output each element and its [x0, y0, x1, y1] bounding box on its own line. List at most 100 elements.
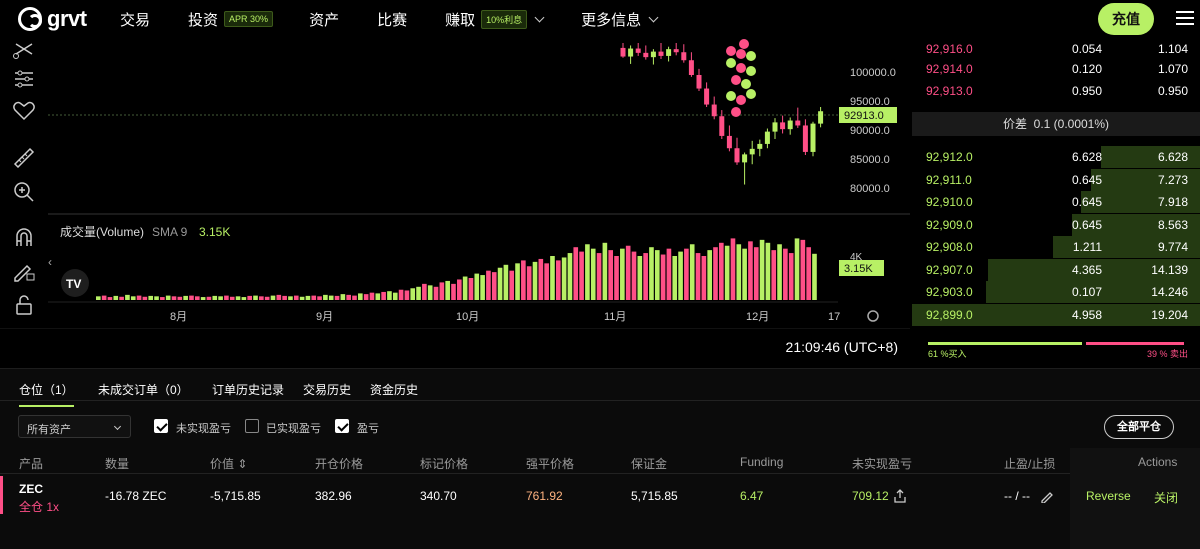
volume-bar [427, 285, 433, 300]
bid-row[interactable]: 92,903.0 0.107 14.246 [912, 281, 1200, 303]
volume-value: 3.15K [199, 225, 230, 239]
tab-open-orders[interactable]: 未成交订单（0） [98, 383, 189, 397]
volume-bar [136, 295, 142, 300]
nav-item-more[interactable]: 更多信息 [581, 9, 659, 30]
volume-bar [107, 297, 113, 300]
ruler-icon[interactable] [12, 146, 36, 168]
magnet-icon[interactable] [12, 226, 36, 248]
candle [620, 47, 626, 57]
volume-bar [538, 258, 544, 300]
candle [673, 49, 679, 53]
volume-bar [224, 295, 229, 300]
pencil-lock-icon[interactable] [12, 260, 36, 282]
volume-bar [305, 295, 311, 300]
deposit-button[interactable]: 充值 [1098, 3, 1154, 35]
ask-row[interactable]: 92,913.0 0.950 0.950 [926, 84, 1188, 98]
volume-bar [643, 253, 648, 300]
bid-row[interactable]: 92,910.0 0.645 7.918 [912, 191, 1200, 213]
volume-bar [328, 295, 334, 300]
volume-bar [253, 295, 258, 300]
volume-bar [363, 294, 369, 300]
volume-bar [334, 295, 340, 300]
volume-bar [707, 250, 712, 300]
bid-row[interactable]: 92,908.0 1.211 9.774 [912, 236, 1200, 258]
logo[interactable]: grvt [18, 6, 98, 32]
candle [749, 148, 755, 155]
volume-bar [474, 273, 480, 300]
tab-trade-history[interactable]: 交易历史 [303, 383, 352, 397]
volume-bar [596, 253, 602, 300]
bid-depth-bar [1081, 191, 1200, 213]
candle [658, 51, 664, 56]
position-unrealized-pnl: 709.12 [852, 489, 889, 503]
collapse-arrow-icon[interactable]: ‹ [48, 255, 52, 269]
share-icon[interactable] [893, 489, 907, 503]
pnl-checkbox[interactable] [335, 419, 349, 433]
nav-item-earn[interactable]: 赚取 10%利息 [445, 9, 545, 30]
tradingview-logo[interactable] [61, 269, 89, 297]
price-chart[interactable]: 100000.0 95000.0 90000.0 85000.0 80000.0… [48, 38, 910, 328]
sell-marker [726, 46, 736, 56]
nav-item-competition[interactable]: 比赛 [377, 11, 408, 29]
bid-row[interactable]: 92,909.0 0.645 8.563 [912, 213, 1200, 236]
nav-item-invest[interactable]: 投资 APR 30% [188, 9, 274, 30]
sell-marker [736, 49, 746, 59]
month-label-oct: 10月 [456, 311, 479, 323]
volume-bar [398, 289, 404, 300]
ask-row[interactable]: 92,916.0 0.054 1.104 [926, 42, 1188, 56]
bid-row[interactable]: 92,899.0 4.958 19.204 [912, 303, 1200, 326]
volume-bar [625, 245, 631, 300]
bid-row[interactable]: 92,911.0 0.645 7.273 [912, 168, 1200, 191]
position-value: -5,715.85 [210, 489, 261, 503]
chart-canvas[interactable]: 100000.0 95000.0 90000.0 85000.0 80000.0… [48, 38, 910, 328]
col-value[interactable]: 价值 ⇕ [210, 457, 248, 471]
volume-bar [194, 296, 200, 300]
heart-icon[interactable] [12, 100, 36, 122]
close-all-button[interactable]: 全部平仓 [1104, 415, 1174, 439]
volume-bar [346, 294, 351, 300]
ask-row[interactable]: 92,914.0 0.120 1.070 [926, 62, 1188, 76]
zoom-in-icon[interactable] [12, 180, 36, 202]
close-position-button[interactable]: 关闭 [1154, 491, 1179, 505]
realized-pnl-checkbox[interactable] [245, 419, 259, 433]
nav-item-trade[interactable]: 交易 [120, 11, 151, 29]
bid-total: 7.918 [1157, 195, 1188, 209]
volume-bar [119, 296, 124, 300]
chart-settings-icon[interactable] [867, 310, 879, 322]
volume-bar [206, 296, 212, 300]
volume-bar [532, 261, 538, 300]
tab-positions[interactable]: 仓位（1） [19, 383, 74, 407]
volume-bar [701, 256, 707, 300]
edit-icon[interactable] [1040, 489, 1054, 503]
volume-bar [340, 294, 346, 300]
volume-bar [713, 247, 718, 300]
pnl-label: 盈亏 [357, 423, 379, 435]
col-product: 产品 [19, 457, 44, 471]
indicator-settings-icon[interactable] [12, 68, 36, 90]
candle [650, 51, 656, 58]
volume-bar [544, 263, 549, 300]
unlock-icon[interactable] [12, 294, 36, 316]
volume-bar [794, 238, 800, 300]
sell-ratio-bar [1086, 342, 1184, 345]
candle [628, 48, 634, 57]
reverse-button[interactable]: Reverse [1086, 489, 1131, 503]
volume-bar [445, 280, 450, 300]
menu-icon[interactable] [1176, 11, 1194, 25]
volume-bar [590, 248, 596, 300]
volume-last-label: 3.15K [844, 263, 873, 275]
tab-funding-history[interactable]: 资金历史 [370, 383, 419, 397]
volume-bar [666, 248, 672, 300]
bid-row[interactable]: 92,912.0 6.628 6.628 [912, 146, 1200, 168]
unrealized-pnl-checkbox[interactable] [154, 419, 168, 433]
volume-bar [806, 247, 811, 300]
nav-item-assets[interactable]: 资产 [309, 11, 340, 29]
bid-row[interactable]: 92,907.0 4.365 14.139 [912, 258, 1200, 281]
volume-bar [788, 253, 794, 300]
asset-filter-select[interactable]: 所有资产 [18, 415, 131, 438]
short-position-marker [0, 476, 3, 514]
scissors-icon[interactable] [12, 40, 36, 62]
volume-bar [433, 286, 439, 300]
tab-order-history[interactable]: 订单历史记录 [212, 383, 285, 397]
position-symbol[interactable]: ZEC [19, 482, 43, 496]
